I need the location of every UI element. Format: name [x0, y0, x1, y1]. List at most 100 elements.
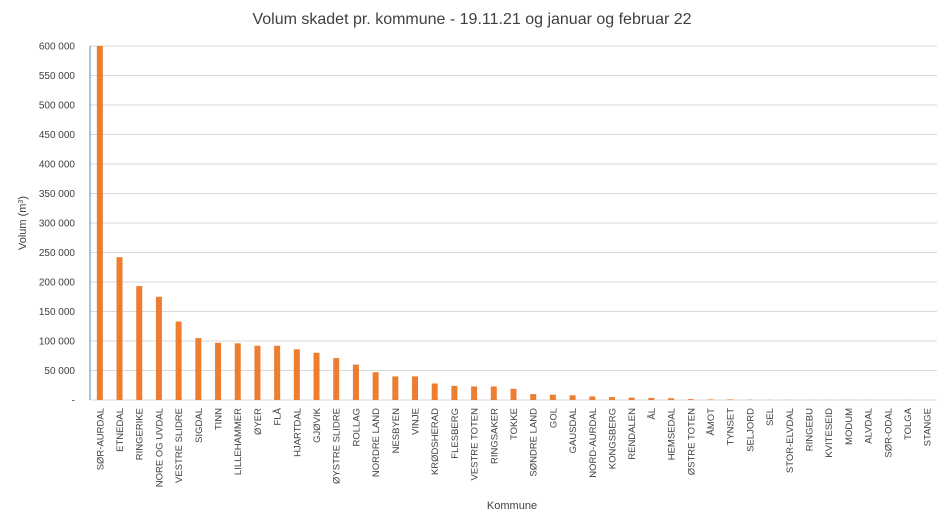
y-tick-label: - [72, 396, 75, 407]
x-category-label: SELJORD [745, 408, 756, 452]
x-category-label: ÅMOT [706, 408, 717, 436]
x-axis-label: Kommune [487, 500, 537, 512]
y-tick-label: 450 000 [39, 130, 76, 141]
x-category-label: ALVDAL [864, 408, 875, 444]
y-tick-label: 50 000 [44, 366, 75, 377]
bar [490, 386, 497, 400]
x-category-label: STOR-ELVDAL [785, 408, 796, 473]
x-category-label: ETNEDAL [115, 408, 126, 452]
bar [372, 372, 379, 400]
bar [451, 385, 458, 400]
bar [668, 398, 675, 400]
x-category-label: SEL [765, 408, 776, 426]
y-tick-label: 600 000 [39, 42, 76, 53]
bar [608, 397, 615, 400]
bar [628, 397, 635, 400]
bar [136, 286, 143, 400]
x-category-label: NESBYEN [391, 408, 402, 454]
bar [313, 352, 320, 400]
x-category-label: FLÅ [273, 407, 284, 425]
y-axis-label-end: ) [17, 196, 29, 200]
x-axis-categories: SØR-AURDAL ETNEDAL RINGERIKE NORE OG UVDAL V… [95, 407, 933, 487]
bar [352, 364, 359, 400]
bar [707, 399, 714, 400]
bar [530, 394, 537, 400]
x-category-label: HEMSEDAL [667, 408, 678, 460]
x-category-label: ØSTRE TOTEN [686, 408, 697, 475]
x-category-label: ØYER [253, 408, 264, 435]
y-axis-ticks: - 50 000 100 000 150 000 200 000 250 000 300 0… [39, 42, 76, 407]
bar [215, 342, 222, 400]
x-category-label: ÅL [647, 408, 658, 420]
y-tick-label: 200 000 [39, 278, 76, 289]
bar [412, 376, 419, 400]
x-category-label: SØR-AURDAL [95, 408, 106, 470]
y-tick-label: 300 000 [39, 219, 76, 230]
y-tick-label: 250 000 [39, 248, 76, 259]
x-category-label: KVITESEID [824, 408, 835, 458]
x-category-label: NORE OG UVDAL [154, 408, 165, 487]
bar [687, 399, 694, 400]
x-category-label: GOL [548, 408, 559, 428]
bar [96, 46, 103, 400]
bar [333, 358, 340, 400]
y-axis-label-main: Volum (m [17, 204, 29, 250]
x-category-label: KONGSBERG [607, 408, 618, 469]
y-tick-label: 150 000 [39, 307, 76, 318]
x-category-label: KRØDSHERAD [430, 408, 441, 475]
bar [195, 338, 202, 400]
bar [155, 296, 162, 400]
x-category-label: GJØVIK [312, 407, 323, 443]
bar [431, 383, 438, 400]
bar [569, 395, 576, 400]
bar [175, 321, 182, 400]
bars [96, 46, 931, 400]
y-tick-label: 500 000 [39, 101, 76, 112]
y-tick-label: 100 000 [39, 337, 76, 348]
x-category-label: STANGE [923, 408, 934, 446]
x-category-label: HJARTDAL [292, 408, 303, 457]
bar [727, 399, 734, 400]
x-category-label: TOKKE [509, 408, 520, 440]
x-category-label: VESTRE SLIDRE [174, 408, 185, 483]
x-category-label: SØR-ODAL [883, 408, 894, 458]
y-tick-label: 550 000 [39, 71, 76, 82]
x-category-label: ØYSTRE SLIDRE [332, 408, 343, 484]
chart-title: Volum skadet pr. kommune - 19.11.21 og j… [252, 11, 691, 28]
bar [234, 343, 241, 400]
bar [274, 345, 281, 400]
x-category-label: VINJE [411, 408, 422, 435]
x-category-label: GAUSDAL [568, 408, 579, 453]
bar [589, 396, 596, 400]
x-category-label: TYNSET [726, 408, 737, 446]
bar [510, 388, 517, 400]
x-category-label: VESTRE TOTEN [470, 408, 481, 481]
bar [392, 376, 399, 400]
x-category-label: FLESBERG [450, 408, 461, 459]
x-category-label: MODUM [844, 408, 855, 445]
y-tick-label: 350 000 [39, 189, 76, 200]
bar [549, 394, 556, 400]
y-tick-label: 400 000 [39, 160, 76, 171]
x-category-label: NORD-AURDAL [588, 408, 599, 478]
bar [116, 257, 123, 400]
x-category-label: TOLGA [903, 407, 914, 440]
bar [471, 386, 478, 400]
gridlines [90, 45, 937, 401]
bar [254, 345, 261, 400]
x-category-label: RENDALEN [627, 408, 638, 460]
bar [648, 397, 655, 400]
x-category-label: LILLEHAMMER [233, 408, 244, 475]
x-category-label: SIGDAL [194, 408, 205, 443]
x-category-label: ROLLAG [351, 408, 362, 447]
x-category-label: NORDRE LAND [371, 408, 382, 477]
bar [293, 349, 300, 400]
y-axis-label: Volum (m3) [17, 196, 29, 250]
x-category-label: RINGSAKER [489, 408, 500, 464]
x-category-label: RINGERIKE [135, 408, 146, 460]
y-axis-label-superscript: 3 [18, 200, 25, 204]
x-category-label: TINN [214, 408, 225, 430]
x-category-label: RINGEBU [804, 408, 815, 451]
